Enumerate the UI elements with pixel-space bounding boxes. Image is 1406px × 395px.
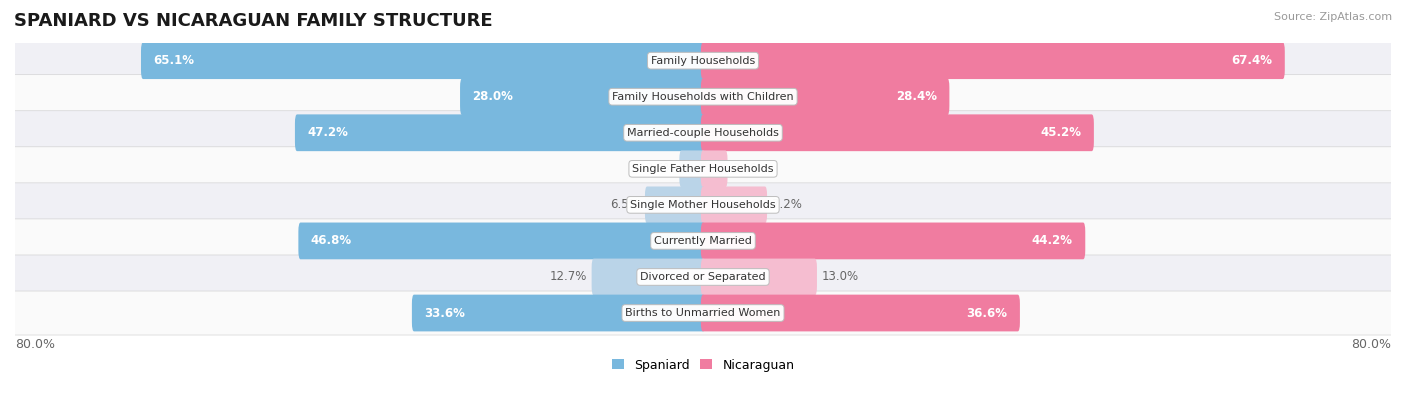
- FancyBboxPatch shape: [295, 115, 706, 151]
- Text: 13.0%: 13.0%: [821, 271, 859, 284]
- FancyBboxPatch shape: [298, 222, 706, 259]
- FancyBboxPatch shape: [10, 111, 1396, 155]
- FancyBboxPatch shape: [10, 39, 1396, 83]
- Text: Single Mother Households: Single Mother Households: [630, 200, 776, 210]
- FancyBboxPatch shape: [10, 75, 1396, 119]
- Text: Married-couple Households: Married-couple Households: [627, 128, 779, 138]
- FancyBboxPatch shape: [700, 42, 1285, 79]
- FancyBboxPatch shape: [645, 186, 706, 223]
- Text: 36.6%: 36.6%: [966, 307, 1008, 320]
- FancyBboxPatch shape: [10, 219, 1396, 263]
- Text: Source: ZipAtlas.com: Source: ZipAtlas.com: [1274, 12, 1392, 22]
- FancyBboxPatch shape: [700, 78, 949, 115]
- Text: 46.8%: 46.8%: [311, 234, 352, 247]
- Text: 47.2%: 47.2%: [308, 126, 349, 139]
- FancyBboxPatch shape: [700, 259, 817, 295]
- Text: 44.2%: 44.2%: [1032, 234, 1073, 247]
- Text: 6.5%: 6.5%: [610, 198, 640, 211]
- Text: 33.6%: 33.6%: [425, 307, 465, 320]
- FancyBboxPatch shape: [460, 78, 706, 115]
- FancyBboxPatch shape: [10, 255, 1396, 299]
- Text: 67.4%: 67.4%: [1232, 54, 1272, 67]
- Text: 2.5%: 2.5%: [645, 162, 675, 175]
- Text: SPANIARD VS NICARAGUAN FAMILY STRUCTURE: SPANIARD VS NICARAGUAN FAMILY STRUCTURE: [14, 12, 492, 30]
- Text: 7.2%: 7.2%: [772, 198, 801, 211]
- FancyBboxPatch shape: [10, 183, 1396, 227]
- FancyBboxPatch shape: [700, 115, 1094, 151]
- Text: 28.4%: 28.4%: [896, 90, 936, 103]
- Text: 28.0%: 28.0%: [472, 90, 513, 103]
- Text: 12.7%: 12.7%: [550, 271, 586, 284]
- Text: Single Father Households: Single Father Households: [633, 164, 773, 174]
- Legend: Spaniard, Nicaraguan: Spaniard, Nicaraguan: [612, 359, 794, 372]
- Text: 80.0%: 80.0%: [1351, 337, 1391, 350]
- Text: Divorced or Separated: Divorced or Separated: [640, 272, 766, 282]
- FancyBboxPatch shape: [592, 259, 706, 295]
- Text: Currently Married: Currently Married: [654, 236, 752, 246]
- Text: 80.0%: 80.0%: [15, 337, 55, 350]
- Text: 65.1%: 65.1%: [153, 54, 194, 67]
- FancyBboxPatch shape: [412, 295, 706, 331]
- FancyBboxPatch shape: [679, 150, 706, 187]
- Text: 45.2%: 45.2%: [1040, 126, 1081, 139]
- Text: 2.6%: 2.6%: [733, 162, 762, 175]
- FancyBboxPatch shape: [10, 291, 1396, 335]
- Text: Births to Unmarried Women: Births to Unmarried Women: [626, 308, 780, 318]
- FancyBboxPatch shape: [141, 42, 706, 79]
- FancyBboxPatch shape: [10, 147, 1396, 191]
- Text: Family Households with Children: Family Households with Children: [612, 92, 794, 102]
- FancyBboxPatch shape: [700, 295, 1019, 331]
- FancyBboxPatch shape: [700, 186, 768, 223]
- Text: Family Households: Family Households: [651, 56, 755, 66]
- FancyBboxPatch shape: [700, 150, 727, 187]
- FancyBboxPatch shape: [700, 222, 1085, 259]
